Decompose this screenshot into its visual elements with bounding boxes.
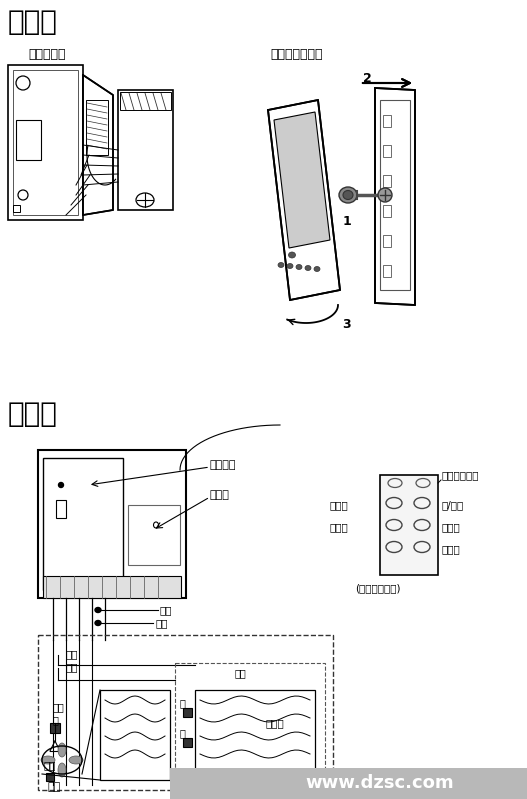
Text: 阀: 阀: [180, 728, 186, 738]
Bar: [383, 115, 391, 127]
Text: 开/关键: 开/关键: [441, 500, 463, 510]
Bar: [128, 505, 180, 565]
Ellipse shape: [69, 756, 83, 764]
Bar: [8, 65, 83, 220]
Bar: [38, 450, 186, 598]
Bar: [183, 708, 192, 717]
Text: 风速键: 风速键: [330, 500, 349, 510]
Polygon shape: [268, 100, 340, 300]
Text: 模式键: 模式键: [441, 544, 460, 554]
Polygon shape: [375, 88, 415, 305]
Text: 零线: 零线: [43, 760, 55, 770]
Ellipse shape: [288, 252, 296, 258]
Bar: [43, 576, 181, 598]
Bar: [175, 663, 325, 783]
Ellipse shape: [343, 190, 353, 200]
Bar: [13, 205, 20, 212]
Bar: [380, 475, 438, 575]
Text: 阀: 阀: [53, 715, 59, 725]
Text: 风机: 风机: [47, 782, 60, 792]
Bar: [170, 768, 527, 799]
Polygon shape: [274, 112, 330, 248]
Ellipse shape: [58, 763, 66, 777]
Bar: [383, 175, 391, 187]
Text: 零线: 零线: [160, 605, 172, 615]
Ellipse shape: [314, 267, 320, 272]
Ellipse shape: [278, 263, 284, 268]
Ellipse shape: [58, 483, 63, 487]
Bar: [380, 100, 410, 290]
Text: 零线: 零线: [235, 668, 247, 678]
Bar: [383, 205, 391, 217]
Text: 制冷: 制冷: [66, 662, 79, 672]
Text: www.dzsc.com: www.dzsc.com: [305, 774, 454, 793]
Ellipse shape: [378, 188, 392, 202]
Text: 降温键: 降温键: [441, 522, 460, 532]
Ellipse shape: [58, 743, 66, 757]
Text: 红外线发射管: 红外线发射管: [441, 470, 479, 480]
Ellipse shape: [95, 621, 101, 626]
Bar: [86, 100, 108, 155]
Text: 升温键: 升温键: [330, 522, 349, 532]
Bar: [183, 738, 192, 747]
Text: (红外线遥控器): (红外线遥控器): [355, 583, 401, 593]
Bar: [50, 723, 60, 733]
Text: 2: 2: [363, 72, 372, 85]
Bar: [383, 145, 391, 157]
Bar: [56, 500, 66, 518]
Bar: [120, 92, 171, 110]
Bar: [43, 458, 123, 590]
Text: 安装示意图: 安装示意图: [28, 48, 65, 61]
Text: 1: 1: [343, 215, 352, 228]
Text: 控制面板的安装: 控制面板的安装: [270, 48, 323, 61]
Ellipse shape: [296, 264, 302, 269]
Bar: [13, 70, 78, 215]
Text: 火线: 火线: [155, 618, 168, 628]
Text: 3: 3: [342, 318, 350, 331]
Text: 安装图: 安装图: [8, 8, 58, 36]
Text: 电源盒: 电源盒: [210, 490, 230, 500]
Text: 四管制: 四管制: [265, 718, 284, 728]
Bar: [38, 635, 333, 790]
Ellipse shape: [339, 187, 357, 203]
Text: 系统图: 系统图: [8, 400, 58, 428]
Text: 控制面板: 控制面板: [210, 460, 237, 470]
Bar: [16, 120, 41, 160]
Bar: [46, 773, 54, 781]
Text: 零线: 零线: [53, 702, 65, 712]
Bar: [100, 690, 170, 780]
Ellipse shape: [95, 607, 101, 613]
Bar: [195, 690, 315, 780]
Ellipse shape: [287, 264, 293, 268]
Ellipse shape: [305, 265, 311, 271]
Bar: [383, 235, 391, 247]
Ellipse shape: [153, 522, 159, 528]
Bar: [383, 265, 391, 277]
Text: 阀: 阀: [180, 698, 186, 708]
Polygon shape: [83, 75, 113, 215]
Text: 制热: 制热: [66, 649, 79, 659]
Ellipse shape: [41, 756, 55, 764]
Bar: [118, 90, 173, 210]
